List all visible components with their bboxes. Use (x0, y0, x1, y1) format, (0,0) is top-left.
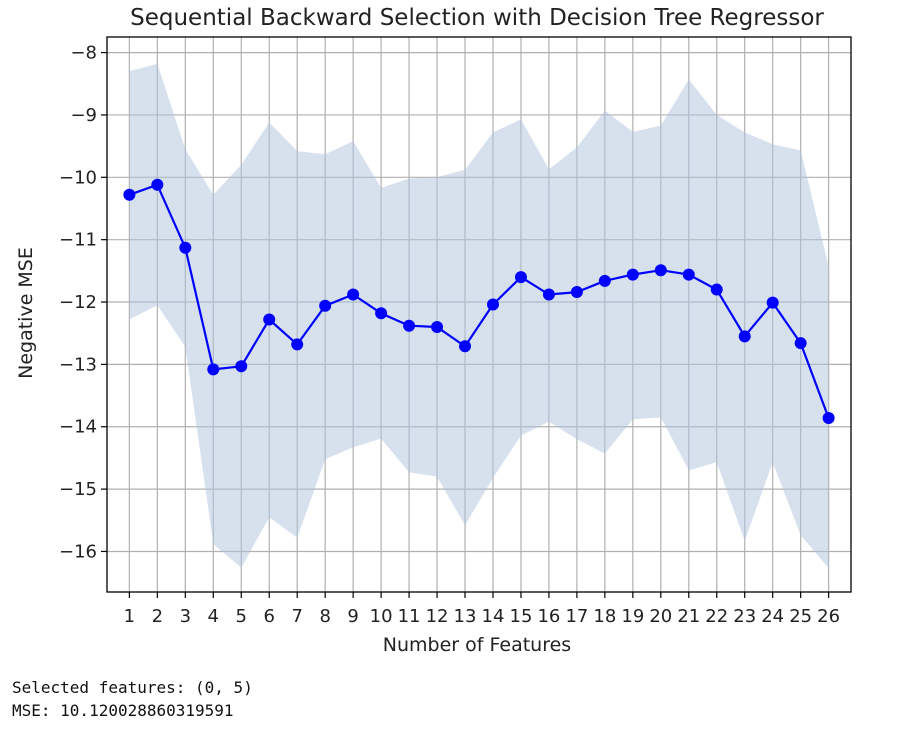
data-point (598, 274, 611, 287)
x-axis-ticks: 1 2 3 4 5 6 7 8 9 10 11 12 13 14 15 16 17 18 19 20 21 22 23 24 2… (124, 592, 840, 627)
std-band (129, 63, 829, 569)
data-point (738, 330, 751, 343)
data-point (822, 412, 835, 425)
chart-title: Sequential Backward Selection with Decis… (130, 5, 824, 31)
data-point (459, 340, 472, 353)
y-tick-label: −10 (59, 167, 97, 188)
data-point (766, 296, 779, 309)
data-point (179, 241, 192, 254)
x-tick-label: 18 (593, 606, 616, 627)
x-tick-label: 5 (236, 606, 247, 627)
x-tick-label: 23 (733, 606, 756, 627)
y-tick-label: −8 (70, 43, 97, 64)
x-tick-label: 7 (291, 606, 302, 627)
mse-output: MSE: 10.120028860319591 (12, 701, 234, 720)
y-tick-label: −11 (59, 230, 97, 251)
y-tick-label: −13 (59, 354, 97, 375)
y-axis-label: Negative MSE (15, 247, 37, 379)
chart: Sequential Backward Selection with Decis… (15, 5, 852, 656)
data-point (375, 307, 388, 320)
data-point (794, 337, 807, 350)
data-point (514, 271, 527, 284)
x-tick-label: 26 (817, 606, 840, 627)
x-tick-label: 14 (482, 606, 505, 627)
data-point (123, 188, 136, 201)
data-point (263, 313, 276, 326)
x-tick-label: 4 (208, 606, 219, 627)
x-tick-label: 19 (621, 606, 644, 627)
series-mean-mse (123, 178, 835, 425)
x-tick-label: 10 (370, 606, 393, 627)
y-tick-label: −12 (59, 292, 97, 313)
x-tick-label: 20 (649, 606, 672, 627)
y-tick-label: −16 (59, 541, 97, 562)
data-point (682, 268, 695, 281)
x-tick-label: 2 (152, 606, 163, 627)
x-tick-label: 21 (677, 606, 700, 627)
y-tick-label: −15 (59, 479, 97, 500)
data-point (654, 264, 667, 277)
x-tick-label: 9 (347, 606, 358, 627)
x-tick-label: 16 (537, 606, 560, 627)
data-point (403, 319, 416, 332)
x-tick-label: 13 (454, 606, 477, 627)
data-point (151, 178, 164, 191)
plot-frame (106, 36, 852, 593)
data-point (486, 298, 499, 311)
data-point (626, 268, 639, 281)
data-point (542, 288, 555, 301)
x-tick-label: 3 (180, 606, 191, 627)
y-axis-ticks: −8 −9 −10 −11 −12 −13 −14 −15 −16 (59, 43, 107, 562)
x-tick-label: 17 (565, 606, 588, 627)
x-tick-label: 12 (426, 606, 449, 627)
x-tick-label: 22 (705, 606, 728, 627)
x-tick-label: 25 (789, 606, 812, 627)
data-point (431, 320, 444, 333)
y-tick-label: −9 (70, 105, 97, 126)
data-point (710, 283, 723, 296)
x-tick-label: 6 (263, 606, 274, 627)
x-tick-label: 8 (319, 606, 330, 627)
x-axis-label: Number of Features (383, 634, 571, 656)
selected-features-output: Selected features: (0, 5) (12, 678, 253, 697)
data-point (235, 360, 248, 373)
data-point (570, 286, 583, 299)
data-point (347, 288, 360, 301)
x-tick-label: 15 (510, 606, 533, 627)
data-point (291, 338, 304, 351)
y-tick-label: −14 (59, 417, 97, 438)
data-point (319, 299, 332, 312)
data-point (207, 363, 220, 376)
x-tick-label: 1 (124, 606, 135, 627)
x-tick-label: 24 (761, 606, 784, 627)
x-tick-label: 11 (398, 606, 421, 627)
